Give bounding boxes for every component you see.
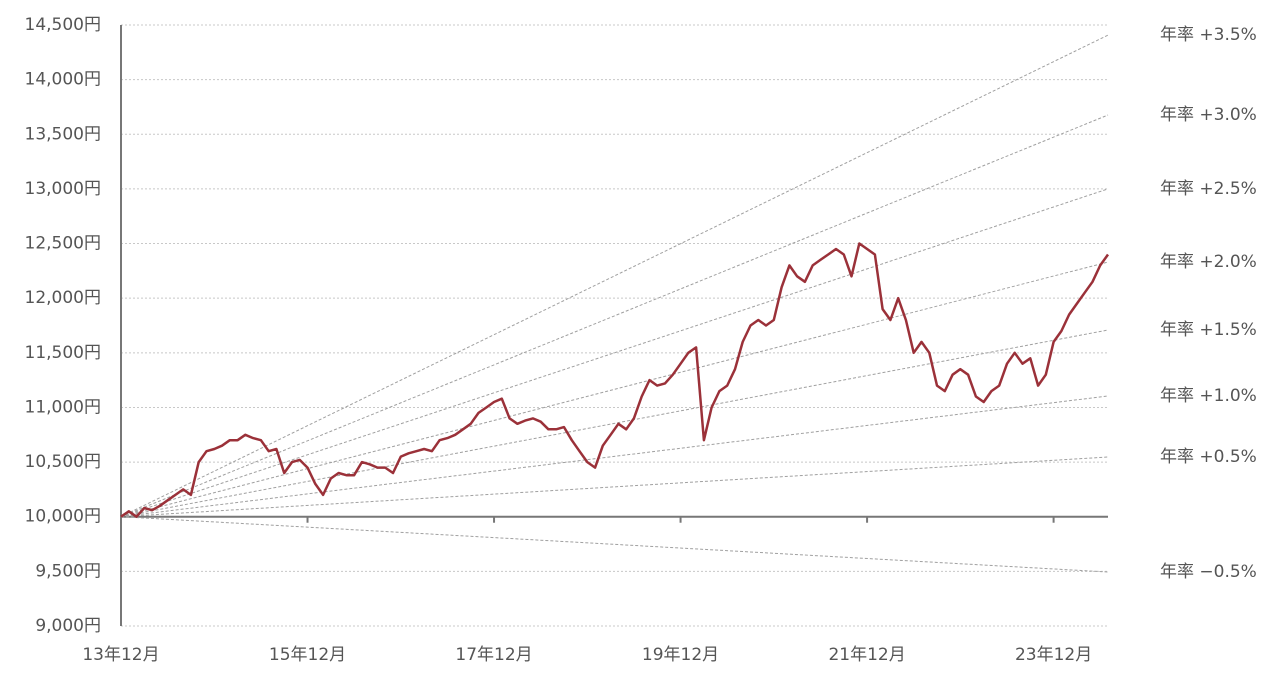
y-tick-label: 10,000円 [25,507,101,527]
reference-label: 年率 +2.0% [1160,252,1257,272]
reference-label: 年率 +1.5% [1160,320,1257,340]
x-tick-label: 21年12月 [828,645,905,665]
reference-line [120,261,1109,518]
line [120,242,1110,518]
x-tick-label: 19年12月 [642,645,719,665]
y-tick-label: 11,500円 [25,343,101,363]
reference-label: 年率 +0.5% [1160,447,1257,467]
y-tick-label: 13,000円 [25,179,101,199]
reference-line [120,329,1109,518]
x-tick-label: 13年12月 [82,645,159,665]
reference-line [120,516,1109,573]
reference-label: 年率 +1.0% [1160,386,1257,406]
y-tick-label: 14,500円 [25,15,101,35]
reference-line [120,188,1109,518]
y-tick-label: 14,000円 [25,70,101,90]
reference-label: 年率 +3.5% [1160,25,1257,45]
y-tick-label: 12,500円 [25,234,101,254]
x-tick-label: 23年12月 [1015,645,1092,665]
y-tick-label: 9,500円 [35,561,101,581]
reference-label: 年率 +3.0% [1160,105,1257,125]
reference-label: 年率 +2.5% [1160,179,1257,199]
y-tick-label: 9,000円 [35,616,101,636]
reference-line [120,114,1109,518]
y-tick-label: 11,000円 [25,397,101,417]
reference-line [120,34,1109,518]
y-tick-label: 10,500円 [25,452,101,472]
y-tick-label: 13,500円 [25,124,101,144]
x-tick-label: 15年12月 [269,645,346,665]
reference-line [120,456,1109,518]
reference-label: 年率 −0.5% [1160,562,1257,582]
x-tick-label: 17年12月 [455,645,532,665]
reference-line [120,395,1109,518]
y-tick-label: 12,000円 [25,288,101,308]
